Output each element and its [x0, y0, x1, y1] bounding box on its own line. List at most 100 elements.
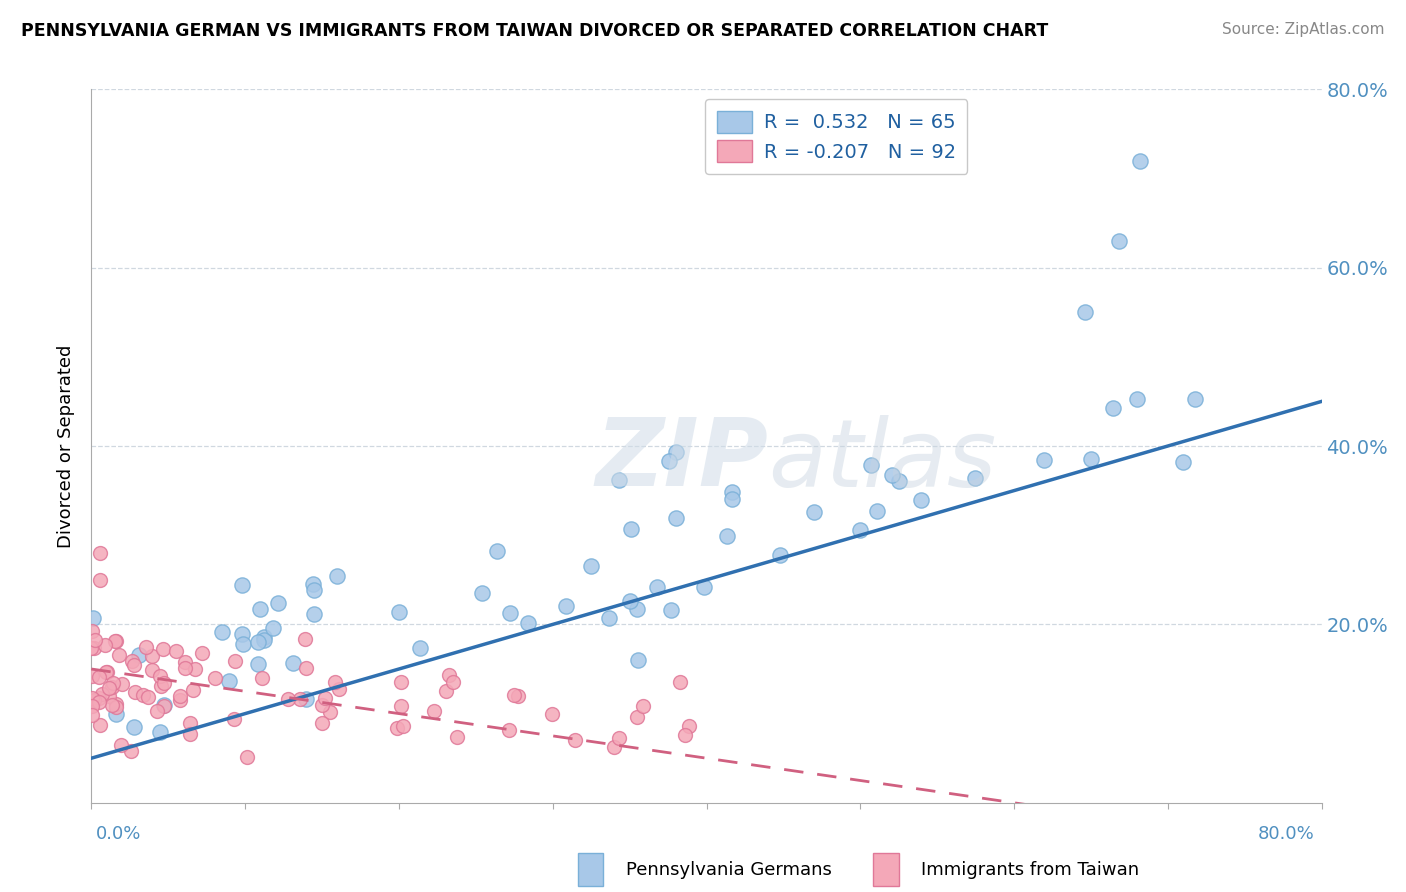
- Point: [104, 700, 127, 714]
- Point: [669, 674, 692, 689]
- Point: [211, 625, 233, 640]
- Point: [290, 692, 312, 706]
- Point: [94, 638, 117, 652]
- Point: [302, 583, 325, 598]
- Point: [441, 674, 464, 689]
- Point: [910, 493, 932, 508]
- Point: [659, 602, 682, 616]
- Point: [434, 684, 457, 698]
- Point: [249, 601, 271, 615]
- Point: [318, 705, 340, 719]
- Point: [104, 706, 127, 721]
- Point: [132, 688, 155, 702]
- Point: [887, 474, 910, 488]
- Point: [963, 471, 986, 485]
- Point: [277, 691, 299, 706]
- Point: [87, 695, 110, 709]
- Point: [82, 611, 104, 625]
- Point: [104, 634, 127, 648]
- Text: 0.0%: 0.0%: [96, 825, 141, 843]
- Point: [1173, 455, 1195, 469]
- Point: [506, 689, 529, 703]
- Point: [1074, 305, 1097, 319]
- Point: [409, 640, 432, 655]
- Legend: R =  0.532   N = 65, R = -0.207   N = 92: R = 0.532 N = 65, R = -0.207 N = 92: [706, 99, 967, 174]
- Point: [555, 599, 578, 613]
- Point: [471, 586, 494, 600]
- Point: [665, 445, 688, 459]
- Point: [541, 707, 564, 722]
- Point: [253, 633, 276, 648]
- Point: [179, 715, 201, 730]
- Point: [105, 633, 128, 648]
- Point: [388, 605, 411, 619]
- Point: [149, 724, 172, 739]
- Point: [253, 630, 276, 644]
- Point: [769, 548, 792, 562]
- Point: [693, 580, 716, 594]
- Point: [323, 675, 346, 690]
- Point: [101, 676, 124, 690]
- Point: [389, 675, 412, 690]
- Point: [181, 683, 204, 698]
- Point: [262, 621, 284, 635]
- Point: [598, 611, 620, 625]
- Point: [150, 680, 173, 694]
- Point: [295, 692, 318, 706]
- Point: [218, 674, 240, 689]
- Point: [97, 681, 120, 696]
- Point: [564, 733, 586, 747]
- Point: [96, 665, 118, 680]
- Point: [173, 655, 195, 669]
- Point: [267, 596, 290, 610]
- Point: [136, 690, 159, 705]
- Point: [89, 573, 111, 587]
- Point: [620, 522, 643, 536]
- Point: [1032, 452, 1054, 467]
- Point: [120, 744, 142, 758]
- Text: Immigrants from Taiwan: Immigrants from Taiwan: [921, 861, 1139, 879]
- Point: [82, 668, 104, 682]
- Y-axis label: Divorced or Separated: Divorced or Separated: [58, 344, 76, 548]
- Point: [498, 723, 520, 738]
- Point: [82, 707, 104, 722]
- Point: [191, 646, 214, 660]
- Point: [579, 558, 602, 573]
- Point: [603, 739, 626, 754]
- Point: [165, 643, 187, 657]
- Point: [90, 687, 112, 701]
- Point: [232, 636, 254, 650]
- Point: [626, 602, 648, 616]
- Point: [503, 688, 526, 702]
- Point: [121, 655, 143, 669]
- Point: [1129, 153, 1152, 168]
- Point: [849, 523, 872, 537]
- Point: [96, 665, 118, 679]
- Point: [392, 719, 415, 733]
- Point: [716, 528, 738, 542]
- Point: [141, 648, 163, 663]
- Point: [499, 607, 522, 621]
- Point: [281, 656, 304, 670]
- Point: [83, 640, 105, 655]
- Point: [385, 721, 408, 735]
- Point: [311, 698, 333, 712]
- Point: [122, 720, 145, 734]
- Point: [149, 669, 172, 683]
- Point: [880, 468, 903, 483]
- Point: [485, 543, 508, 558]
- Point: [110, 738, 132, 752]
- Point: [179, 726, 201, 740]
- Point: [224, 712, 246, 726]
- Point: [173, 661, 195, 675]
- Point: [231, 577, 253, 591]
- Point: [645, 580, 668, 594]
- Point: [423, 704, 446, 718]
- Point: [607, 731, 630, 746]
- Point: [1184, 392, 1206, 407]
- Point: [82, 691, 104, 706]
- Point: [80, 641, 103, 656]
- Point: [80, 699, 103, 714]
- Point: [89, 718, 111, 732]
- Point: [169, 689, 191, 703]
